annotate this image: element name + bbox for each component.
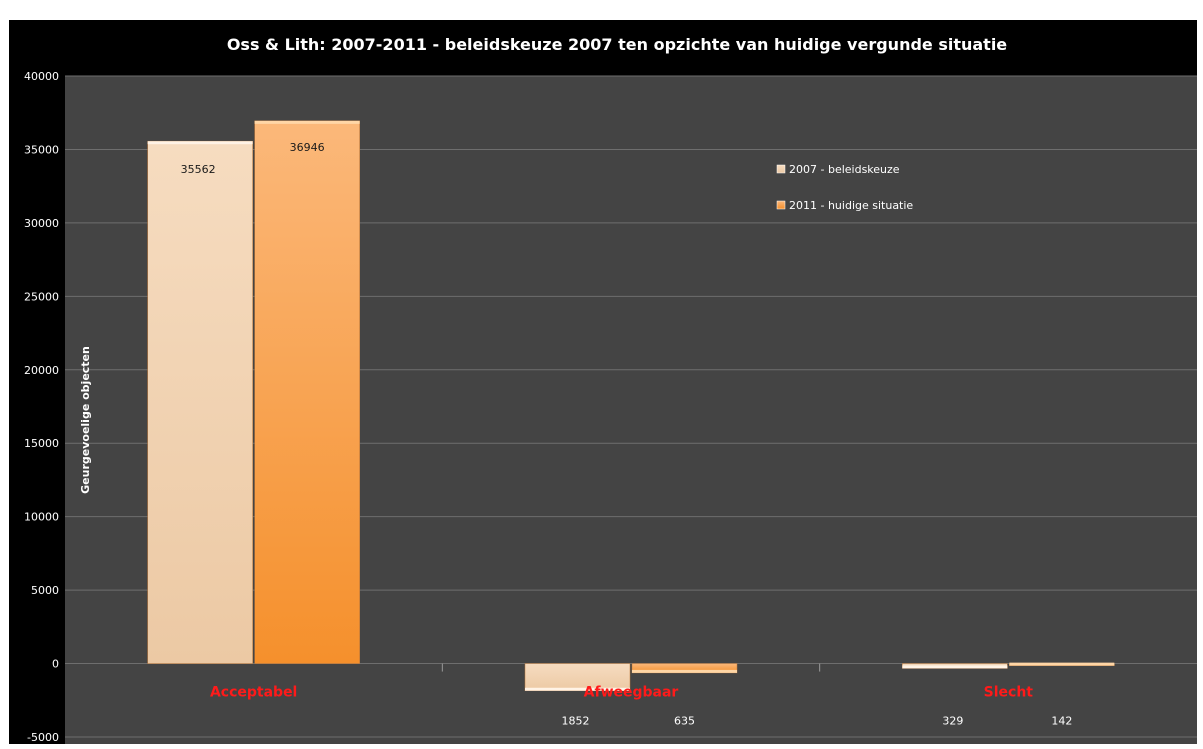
category-label: Acceptabel [210,685,297,701]
bar-cap [632,669,737,673]
y-tick-label: -5000 [27,731,59,744]
chart-frame: -5000 0 5000 10000 15000 20000 25000 30000 35000… [9,20,1197,744]
legend-label-2007: 2007 - beleidskeuze [789,163,900,176]
bar-cap [902,665,1008,669]
bar-2007-afweegbaar [524,663,631,692]
y-tick-label: 20000 [24,364,59,377]
bar-2011-acceptabel [254,120,360,664]
data-label: 635 [674,714,695,727]
y-tick-label: 40000 [24,70,59,83]
legend-label-2011: 2011 - huidige situatie [789,199,913,212]
bar-chart: -5000 0 5000 10000 15000 20000 25000 30000 35000… [24,35,1197,744]
data-label: 36946 [290,141,325,154]
y-tick-label: 30000 [24,217,59,230]
category-label: Afweegbaar [584,685,679,701]
chart-title: Oss & Lith: 2007-2011 - beleidskeuze 200… [227,35,1007,54]
data-label: 35562 [181,163,216,176]
plot-area [65,76,1197,744]
data-label: 1852 [562,714,590,727]
category-label: Slecht [984,685,1034,701]
y-tick-label: 15000 [24,437,59,450]
data-label: 329 [942,714,963,727]
y-tick-label: 25000 [24,290,59,303]
y-axis-title: Geurgevoelige objecten [79,346,92,494]
data-label: 142 [1051,714,1072,727]
y-tick-label: 5000 [31,584,59,597]
y-tick-label: 10000 [24,511,59,524]
y-tick-label: 0 [52,658,59,671]
legend-swatch-2011 [776,200,786,210]
legend: 2007 - beleidskeuze 2011 - huidige situa… [776,163,913,212]
legend-swatch-2007 [776,164,786,174]
bar-cap [1009,662,1115,666]
bar-cap [525,687,630,691]
bar-cap [254,120,360,124]
bar-cap [147,141,253,145]
y-tick-label: 35000 [24,143,59,156]
bar-2007-acceptabel [147,140,253,664]
